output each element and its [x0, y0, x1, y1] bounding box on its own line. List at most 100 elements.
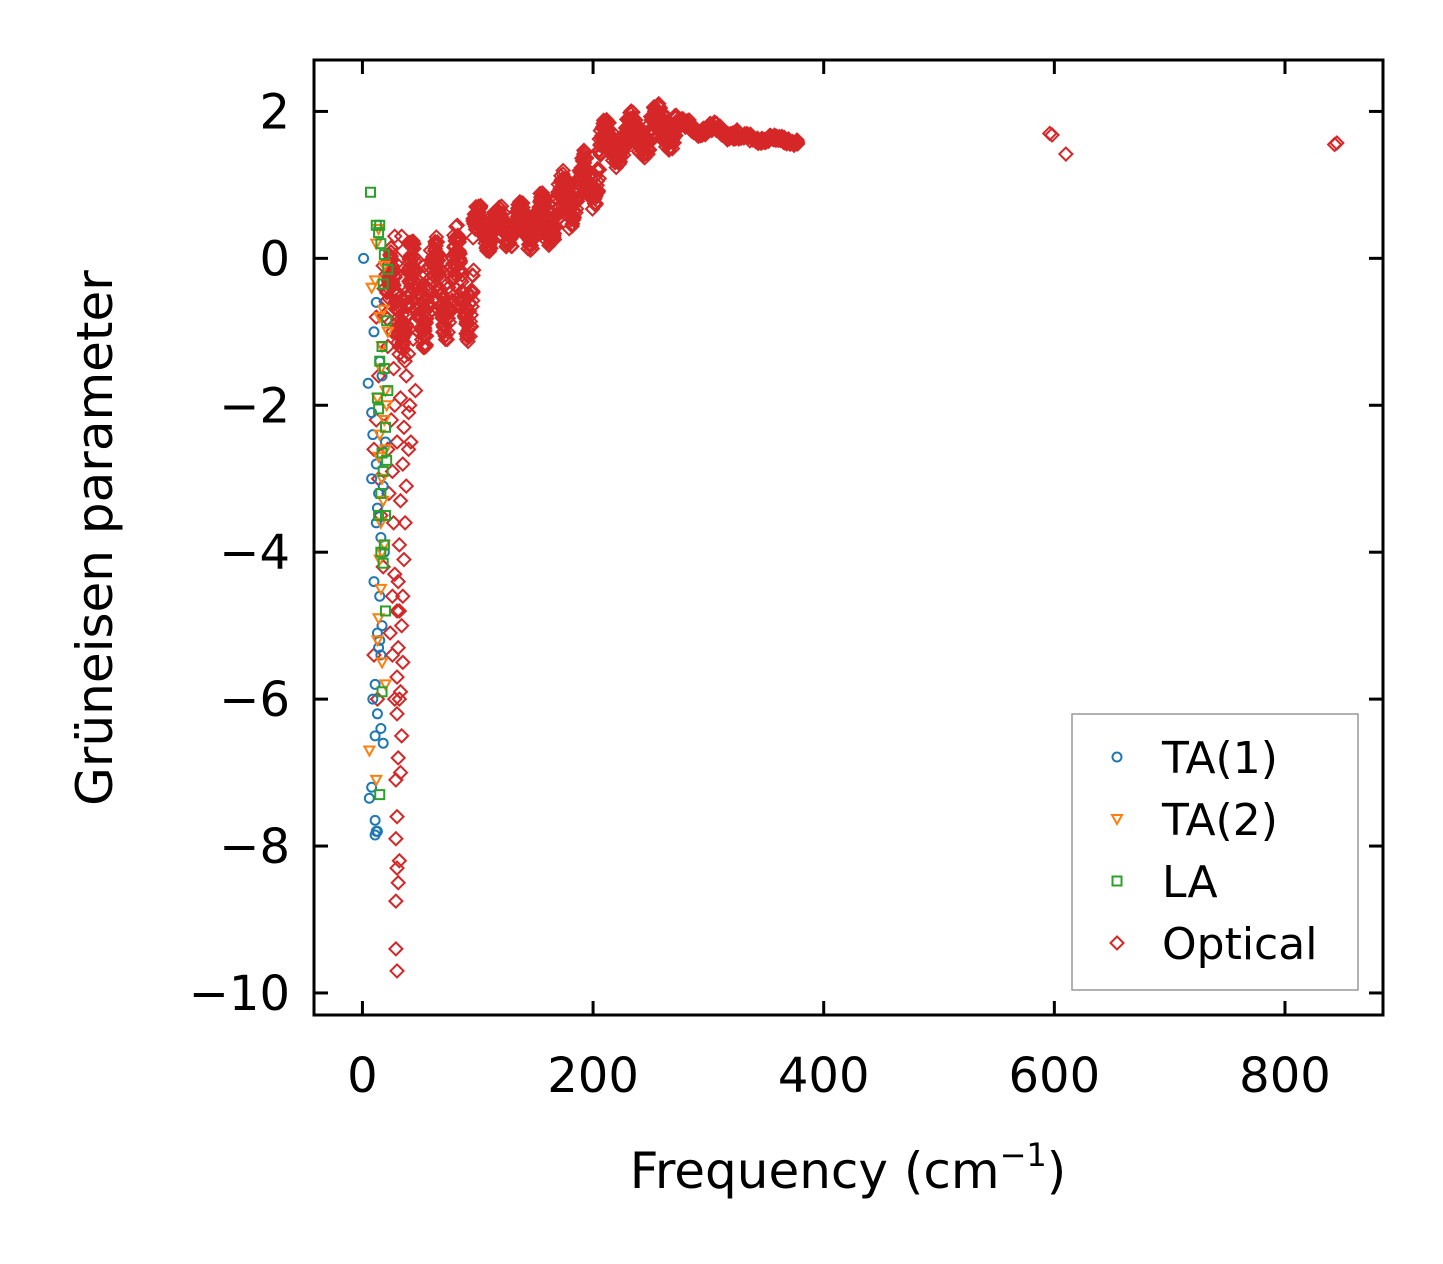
data-point: [454, 267, 471, 283]
data-point: [393, 727, 410, 744]
data-point: [391, 603, 408, 619]
data-point: [369, 774, 383, 787]
data-point: [389, 860, 405, 876]
legend-marker: [1111, 875, 1123, 887]
data-point: [400, 235, 417, 252]
data-point: [392, 764, 409, 781]
data-point: [421, 305, 437, 322]
data-point: [362, 377, 374, 389]
legend-item: TA(2): [1110, 795, 1278, 846]
data-point: [390, 749, 407, 766]
data-point: [389, 669, 405, 685]
data-point: [362, 745, 377, 758]
data-point: [387, 940, 404, 957]
data-point: [369, 730, 381, 742]
data-point: [1328, 135, 1345, 151]
data-point: [373, 227, 385, 239]
data-point: [591, 170, 608, 187]
data-point: [375, 723, 387, 734]
data-point: [381, 315, 393, 327]
data-point: [376, 341, 388, 352]
data-point: [400, 404, 417, 421]
data-point: [376, 686, 388, 698]
data-point: [405, 233, 421, 250]
data-point: [405, 331, 422, 348]
data-point: [452, 252, 468, 269]
data-point: [365, 186, 377, 198]
data-point: [375, 473, 389, 486]
data-point: [390, 874, 407, 891]
data-point: [402, 434, 419, 450]
legend-label: TA(2): [1161, 795, 1278, 846]
data-point: [379, 605, 391, 617]
data-point: [463, 318, 480, 335]
data-point: [377, 557, 389, 569]
data-point: [379, 338, 396, 355]
legend-marker: [1109, 935, 1125, 951]
legend-marker: [1111, 751, 1123, 763]
data-point: [389, 603, 405, 619]
x-tick-label: 400: [778, 1048, 870, 1104]
data-point: [378, 444, 393, 457]
data-point: [401, 397, 418, 414]
data-point: [386, 228, 403, 245]
data-point: [485, 232, 502, 248]
legend-label: LA: [1162, 857, 1218, 908]
data-point: [373, 403, 385, 415]
data-point: [398, 478, 415, 494]
data-point: [375, 546, 387, 558]
data-point: [590, 161, 607, 178]
data-point: [428, 229, 445, 245]
data-point: [393, 617, 410, 634]
y-tick-label: −8: [219, 819, 290, 875]
data-point: [370, 296, 382, 308]
series-la: [365, 186, 394, 801]
data-point: [415, 338, 432, 354]
data-point: [374, 219, 386, 231]
data-point: [368, 309, 385, 326]
data-point: [370, 635, 385, 648]
data-point: [741, 132, 758, 149]
y-tick-label: −2: [219, 378, 290, 434]
data-point: [379, 436, 391, 448]
data-point: [409, 309, 426, 326]
data-point: [366, 781, 378, 793]
data-point: [388, 255, 405, 272]
data-point: [364, 282, 379, 295]
data-point: [396, 348, 413, 365]
data-point: [655, 105, 672, 122]
data-point: [375, 657, 389, 670]
data-point: [384, 647, 401, 663]
data-point: [431, 266, 448, 283]
data-point: [545, 228, 562, 245]
data-point: [1044, 127, 1060, 143]
data-point: [367, 693, 379, 705]
data-point: [373, 554, 387, 567]
y-tick-label: −4: [219, 525, 290, 581]
axis-ticks: 0 200 400 600 800 2 0 −2 −4 −6 −8 −10: [189, 60, 1383, 1104]
data-point: [383, 412, 400, 428]
data-point: [391, 691, 408, 708]
data-point: [535, 193, 552, 210]
data-point: [384, 588, 401, 605]
data-point: [371, 825, 383, 837]
data-point: [377, 278, 389, 290]
legend-label: TA(1): [1161, 733, 1278, 784]
legend-marker: [1110, 814, 1124, 827]
data-point: [383, 272, 400, 289]
data-point: [378, 539, 390, 551]
data-point: [418, 328, 435, 344]
data-point: [389, 434, 405, 450]
data-point: [389, 301, 405, 318]
legend-item: LA: [1111, 857, 1218, 908]
data-point: [378, 249, 390, 261]
data-point: [440, 324, 457, 341]
data-point: [386, 566, 403, 583]
data-point: [533, 192, 550, 209]
data-point: [378, 679, 393, 692]
data-point: [437, 317, 454, 334]
data-point: [441, 314, 458, 331]
x-axis-title-suffix: ): [1047, 1142, 1067, 1200]
y-tick-label: 0: [259, 231, 290, 287]
data-point: [379, 509, 391, 521]
